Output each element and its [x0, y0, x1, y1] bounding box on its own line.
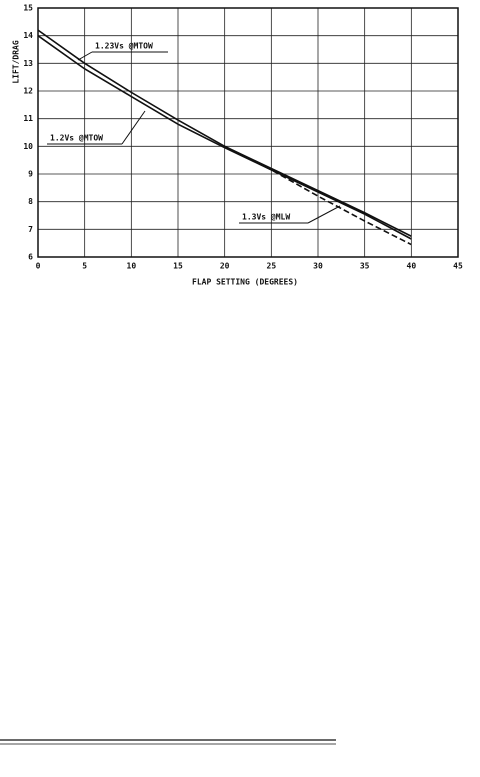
- x-tick-label: 15: [173, 262, 183, 271]
- data-line: [224, 145, 412, 246]
- y-tick-label: 9: [28, 170, 33, 179]
- y-tick-label: 15: [23, 4, 33, 13]
- series-label: 1.2Vs @MTOW: [50, 134, 103, 143]
- y-tick-label: 11: [23, 114, 33, 123]
- series-label: 1.3Vs @MLW: [242, 213, 290, 222]
- series-label: 1.23Vs @MTOW: [95, 42, 153, 51]
- x-tick-label: 45: [453, 262, 463, 271]
- y-axis-title: LIFT/DRAG: [12, 40, 21, 84]
- leader-line: [77, 51, 93, 61]
- x-tick-label: 20: [220, 262, 230, 271]
- y-tick-label: 12: [23, 87, 33, 96]
- x-tick-label: 40: [407, 262, 417, 271]
- y-tick-label: 6: [28, 253, 33, 262]
- x-axis-title: FLAP SETTING (DEGREES): [192, 278, 298, 287]
- x-tick-label: 35: [360, 262, 370, 271]
- y-tick-label: 7: [28, 225, 33, 234]
- plot-frame: [37, 7, 459, 258]
- x-tick-label: 10: [127, 262, 137, 271]
- y-tick-label: 10: [23, 142, 33, 151]
- x-tick-label: 5: [82, 262, 87, 271]
- x-tick-label: 25: [267, 262, 277, 271]
- x-tick-label: 30: [313, 262, 323, 271]
- leader-line: [121, 110, 146, 145]
- y-tick-label: 14: [23, 31, 33, 40]
- leader-line: [307, 205, 341, 224]
- y-tick-label: 8: [28, 197, 33, 206]
- y-tick-label: 13: [23, 59, 33, 68]
- data-line: [37, 35, 412, 240]
- x-tick-label: 0: [36, 262, 41, 271]
